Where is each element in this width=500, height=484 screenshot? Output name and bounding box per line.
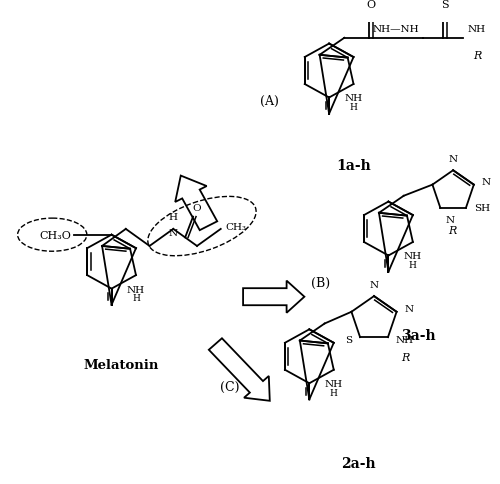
Text: (B): (B) <box>312 276 330 289</box>
Text: NH: NH <box>404 252 422 261</box>
Text: NH: NH <box>324 379 343 389</box>
Text: S: S <box>345 335 352 344</box>
Text: N: N <box>404 305 413 314</box>
Text: R: R <box>448 226 456 235</box>
Text: NH: NH <box>127 285 145 294</box>
Text: O: O <box>192 203 202 212</box>
Text: 3a-h: 3a-h <box>401 328 436 342</box>
Text: H: H <box>132 293 140 302</box>
Text: H: H <box>350 103 358 112</box>
Text: 2a-h: 2a-h <box>342 456 376 469</box>
Text: R: R <box>474 51 482 61</box>
Text: N: N <box>448 154 458 163</box>
Polygon shape <box>243 281 304 313</box>
Text: NH: NH <box>396 335 414 344</box>
Text: CH₃O: CH₃O <box>39 230 71 240</box>
Text: 1a-h: 1a-h <box>336 158 371 172</box>
Text: O: O <box>366 0 376 10</box>
Text: N: N <box>446 216 454 225</box>
Text: H: H <box>330 388 338 397</box>
Text: SH: SH <box>474 204 490 213</box>
Text: NH: NH <box>468 25 486 34</box>
Polygon shape <box>175 176 217 231</box>
Text: R: R <box>402 352 410 363</box>
Text: N: N <box>482 178 491 187</box>
Text: Melatonin: Melatonin <box>84 359 159 371</box>
Text: (A): (A) <box>260 95 279 108</box>
Text: H: H <box>409 260 417 270</box>
Polygon shape <box>209 339 270 401</box>
Text: S: S <box>442 0 449 10</box>
Text: NH—NH: NH—NH <box>373 25 420 34</box>
Text: CH₃: CH₃ <box>226 222 246 231</box>
Text: (C): (C) <box>220 380 240 393</box>
Text: N: N <box>370 280 378 289</box>
Text: N: N <box>168 228 178 238</box>
Text: H: H <box>169 213 178 222</box>
Text: NH: NH <box>344 94 362 103</box>
